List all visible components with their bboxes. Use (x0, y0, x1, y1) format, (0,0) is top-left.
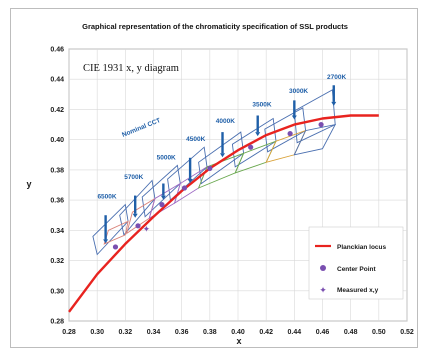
cct-label-3500k: 3500K (252, 101, 271, 108)
nominal-cct-arrowhead (132, 213, 138, 218)
center-point (318, 121, 324, 128)
legend-center-point: Center Point (320, 265, 376, 273)
x-tick-label: 0.28 (62, 329, 76, 336)
x-tick-label: 0.48 (344, 329, 358, 336)
nominal-cct-arrowhead (103, 239, 109, 244)
legend-box (308, 226, 404, 300)
tolerance-box-4500k (167, 146, 208, 202)
center-point (135, 223, 141, 229)
tolerance-box-5000k (141, 164, 181, 218)
tolerance-box-3500k (231, 117, 277, 168)
x-tick-label: 0.34 (147, 329, 161, 336)
center-point (207, 165, 213, 171)
cct-label-6500k: 6500K (97, 194, 116, 201)
chromaticity-chart: ✦ 0.28 0.30 0.32 0.34 0.36 0.38 0.40 0.42 0.44 0.… (26, 22, 414, 346)
markers-layer: ✦ (103, 85, 337, 250)
y-tick-label: 0.30 (50, 288, 64, 295)
y-tick-label: 0.40 (50, 137, 64, 144)
chart-subtitle: CIE 1931 x, y diagram (83, 63, 179, 74)
legend-measured: ✦ Measured x,y (319, 286, 378, 296)
measured-point: ✦ (143, 225, 151, 235)
chart-frame: ✦ 0.28 0.30 0.32 0.34 0.36 0.38 0.40 0.42 0.44 0.… (10, 8, 418, 348)
legend-planckian: Planckian locus (315, 244, 387, 251)
y-tick-label: 0.28 (50, 319, 64, 326)
nominal-cct-arrowhead (187, 178, 193, 183)
tolerance-box-4000k (198, 131, 245, 185)
quadrangle-6500k (103, 220, 129, 245)
center-point (112, 244, 119, 250)
x-tick-label: 0.42 (259, 329, 273, 336)
x-tick-label: 0.52 (400, 329, 414, 336)
x-tick-label: 0.38 (203, 329, 217, 336)
legend-label-measured: Measured x,y (337, 287, 379, 294)
y-tick-label: 0.44 (50, 77, 64, 84)
x-tick-label: 0.44 (288, 329, 302, 336)
center-point (159, 202, 165, 208)
center-point (181, 185, 188, 191)
legend-circle-swatch (320, 265, 326, 271)
x-tick-label: 0.36 (175, 329, 189, 336)
nominal-cct-arrowhead (291, 115, 297, 120)
nominal-cct-arrowhead (255, 132, 261, 137)
center-point (287, 131, 293, 137)
cct-label-4500k: 4500K (186, 136, 205, 143)
legend-star-swatch: ✦ (319, 286, 327, 296)
cct-label-2700k: 2700K (327, 74, 346, 81)
x-tick-label: 0.30 (90, 329, 104, 336)
planckian-locus-line (68, 114, 379, 313)
nominal-cct-arrowhead (220, 153, 226, 158)
y-tick-label: 0.36 (50, 198, 64, 205)
tick-labels: 0.28 0.30 0.32 0.34 0.36 0.38 0.40 0.42 0.44 0.46… (50, 47, 414, 337)
locus-layer (68, 114, 379, 313)
y-tick-label: 0.32 (50, 258, 64, 265)
grid (68, 48, 408, 322)
y-axis-title: y (26, 179, 31, 189)
x-tick-label: 0.32 (119, 329, 133, 336)
x-axis-title: x (236, 336, 241, 346)
y-tick-label: 0.38 (50, 167, 64, 174)
x-tick-label: 0.40 (231, 329, 245, 336)
y-tick-label: 0.34 (50, 228, 64, 235)
quadrangle-2700k (293, 123, 337, 156)
nominal-cct-arrowhead (331, 101, 337, 106)
tolerance-box-2700k (293, 89, 336, 144)
legend: Planckian locus Center Point ✦ Measured … (308, 226, 404, 300)
x-tick-label: 0.46 (316, 329, 330, 336)
nominal-cct-arrowhead (160, 195, 166, 200)
cct-labels: 6500K 5700K 5000K 4500K 4000K 3500K 3000K 2700K (97, 74, 346, 200)
bins-layer (92, 89, 337, 256)
chart-title: Graphical representation of the chromati… (82, 22, 348, 31)
y-tick-label: 0.42 (50, 107, 64, 114)
cct-label-4000k: 4000K (216, 118, 235, 125)
cct-label-3000k: 3000K (289, 88, 308, 95)
tolerance-box-6500k (92, 203, 129, 256)
legend-label-center-point: Center Point (337, 266, 376, 273)
center-point (248, 144, 254, 150)
cct-label-5000k: 5000K (157, 154, 176, 161)
cct-label-5700k: 5700K (124, 174, 143, 181)
y-tick-label: 0.46 (50, 47, 64, 54)
x-tick-label: 0.50 (372, 329, 386, 336)
legend-label-planckian: Planckian locus (337, 244, 387, 251)
